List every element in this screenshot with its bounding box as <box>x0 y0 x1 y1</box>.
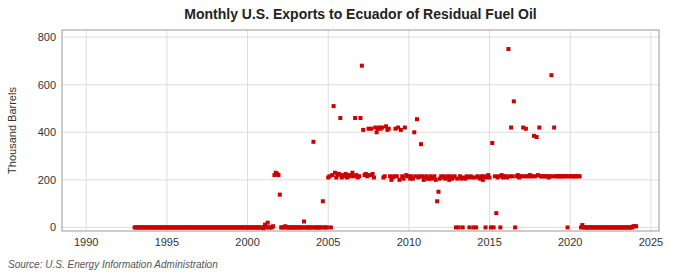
point <box>634 224 638 228</box>
point <box>321 199 325 203</box>
point <box>338 116 342 120</box>
point <box>435 199 439 203</box>
point <box>457 225 461 229</box>
grid-line-y <box>62 179 659 180</box>
grid-line-x <box>86 30 87 231</box>
point <box>361 128 365 132</box>
point <box>337 172 341 176</box>
point <box>552 126 556 130</box>
point <box>432 174 436 178</box>
point <box>383 174 387 178</box>
point <box>537 126 541 130</box>
x-tick-label: 2005 <box>316 236 340 248</box>
y-axis-label: Thousand Barrels <box>6 87 18 174</box>
point <box>524 127 528 131</box>
grid-line-y <box>62 84 659 85</box>
point <box>467 225 471 229</box>
point <box>492 225 496 229</box>
point <box>436 190 440 194</box>
grid-line-x <box>408 30 409 231</box>
point <box>506 47 510 51</box>
source-note: Source: U.S. Energy Information Administ… <box>8 259 218 270</box>
point <box>513 225 517 229</box>
point <box>566 225 570 229</box>
point <box>302 219 306 223</box>
point <box>399 128 403 132</box>
point <box>549 73 553 77</box>
y-tick-label: 800 <box>38 31 56 43</box>
point <box>332 104 336 108</box>
chart: 0 200 400 600 800 1990 1995 2000 2005 2010 2015 202… <box>0 0 675 275</box>
grid <box>62 30 659 231</box>
point <box>434 178 438 182</box>
y-tick-label: 400 <box>38 126 56 138</box>
point <box>276 173 280 177</box>
point <box>415 117 419 121</box>
point <box>412 130 416 134</box>
x-tick-label: 1990 <box>74 236 98 248</box>
point <box>397 178 401 182</box>
point <box>498 225 502 229</box>
x-tick-label: 2015 <box>477 236 501 248</box>
point <box>403 126 407 130</box>
plot-frame <box>62 30 659 231</box>
point <box>395 174 399 178</box>
y-tick-label: 0 <box>50 221 56 233</box>
grid-line-x <box>328 30 329 231</box>
grid-line-x <box>650 30 651 231</box>
y-tick-label: 200 <box>38 174 56 186</box>
point <box>311 140 315 144</box>
point <box>494 211 498 215</box>
point <box>375 130 379 134</box>
grid-line-x <box>166 30 167 231</box>
point <box>325 225 329 229</box>
point <box>353 116 357 120</box>
x-tick-label: 2025 <box>639 236 663 248</box>
point <box>357 174 361 178</box>
point <box>484 225 488 229</box>
point <box>474 225 478 229</box>
point <box>461 225 465 229</box>
grid-line-y <box>62 37 659 38</box>
point <box>387 127 391 131</box>
x-tick-label: 2020 <box>558 236 582 248</box>
point <box>481 178 485 182</box>
point <box>350 171 354 175</box>
points <box>133 47 639 230</box>
point <box>535 135 539 139</box>
y-tick-label: 600 <box>38 79 56 91</box>
title: Monthly U.S. Exports to Ecuador of Resid… <box>184 6 536 22</box>
point <box>271 224 275 228</box>
point <box>578 174 582 178</box>
point <box>510 174 514 178</box>
grid-line-x <box>247 30 248 231</box>
point <box>512 99 516 103</box>
point <box>360 64 364 68</box>
point <box>369 127 373 131</box>
grid-line-x <box>570 30 571 231</box>
point <box>329 225 333 229</box>
x-tick-label: 1995 <box>155 236 179 248</box>
point <box>372 175 376 179</box>
point <box>380 126 384 130</box>
point <box>490 141 494 145</box>
point <box>402 177 406 181</box>
point <box>371 172 375 176</box>
point <box>359 116 363 120</box>
x-tick-label: 2010 <box>397 236 421 248</box>
point <box>509 126 513 130</box>
point <box>266 221 270 225</box>
axes: 0 200 400 600 800 1990 1995 2000 2005 2010 2015 202… <box>38 31 664 248</box>
point <box>488 175 492 179</box>
x-tick-label: 2000 <box>235 236 259 248</box>
grid-line-y <box>62 132 659 133</box>
point <box>419 142 423 146</box>
point <box>278 193 282 197</box>
grid-line-x <box>489 30 490 231</box>
